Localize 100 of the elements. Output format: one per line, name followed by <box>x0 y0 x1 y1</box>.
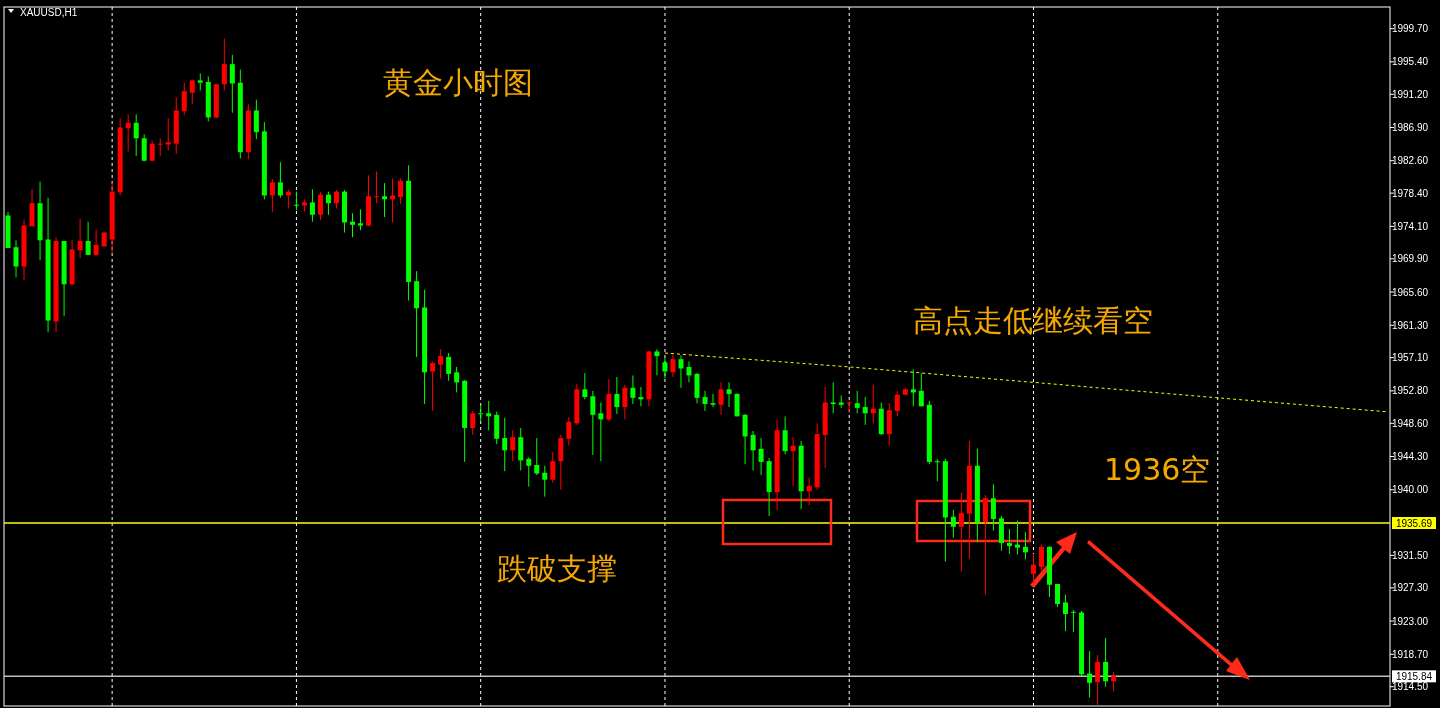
candlestick <box>229 54 235 114</box>
ref-line-label: 1935.69 <box>1395 517 1433 529</box>
candlestick <box>582 372 588 400</box>
candlestick <box>141 133 147 162</box>
candlestick <box>293 191 299 211</box>
candlestick <box>181 82 187 116</box>
candlestick <box>1103 637 1109 688</box>
candlestick <box>622 384 628 420</box>
candlestick <box>13 239 19 278</box>
candlestick <box>934 458 940 482</box>
candlestick <box>550 451 556 484</box>
candlestick <box>382 182 388 218</box>
candlestick <box>750 430 756 471</box>
y-tick-label: 1927.30 <box>1391 582 1429 594</box>
candlestick <box>854 390 860 414</box>
candlestick <box>566 416 572 447</box>
candlestick <box>1071 609 1077 633</box>
candlestick <box>830 381 836 414</box>
candlestick <box>510 429 516 462</box>
candlestick <box>694 372 700 404</box>
y-tick-label: 1940.00 <box>1391 484 1429 496</box>
candlestick <box>806 476 812 506</box>
candlestick <box>662 357 668 380</box>
candlestick <box>758 437 764 476</box>
candlestick <box>534 437 540 476</box>
candlestick <box>470 410 476 436</box>
candlestick <box>958 492 964 573</box>
candlestick <box>93 228 99 257</box>
candlestick <box>325 191 331 216</box>
y-tick-label: 1923.00 <box>1391 615 1429 627</box>
candlestick <box>454 366 460 393</box>
candlestick <box>374 171 380 204</box>
candlestick <box>1006 528 1012 555</box>
candlestick <box>910 368 916 407</box>
y-tick-label: 1957.10 <box>1391 352 1429 364</box>
candlestick <box>221 38 227 91</box>
candlestick <box>269 178 275 213</box>
candlestick <box>654 348 660 376</box>
y-tick-label: 1978.40 <box>1391 187 1429 199</box>
y-tick-label: 1969.90 <box>1391 253 1429 265</box>
annotation: 高点走低继续看空 <box>913 303 1153 338</box>
candlestick <box>189 79 195 105</box>
candlestick <box>1087 650 1093 698</box>
candlestick <box>1039 544 1044 572</box>
y-tick-label: 1982.60 <box>1391 155 1429 167</box>
candlestick <box>438 348 444 380</box>
annotation: 跌破支撑 <box>497 551 617 586</box>
candlestick <box>1063 594 1069 632</box>
candlestick <box>486 400 492 431</box>
y-tick-label: 1948.60 <box>1391 417 1429 429</box>
candlestick <box>478 404 484 423</box>
candlestick <box>85 221 91 256</box>
candlestick <box>918 372 924 407</box>
candlestick <box>790 436 796 487</box>
y-tick-label: 1944.30 <box>1391 451 1429 463</box>
candlestick <box>494 411 500 445</box>
candlestick <box>598 401 604 462</box>
candlestick <box>1022 531 1028 560</box>
candlestick <box>446 352 452 382</box>
candlestick <box>990 483 996 532</box>
candlestick <box>398 177 404 205</box>
line-series <box>664 352 1387 413</box>
candlestick <box>590 390 596 456</box>
y-tick-label: 1965.60 <box>1391 286 1429 298</box>
candlestick <box>157 137 163 157</box>
candlestick <box>782 415 788 455</box>
candlestick <box>1095 654 1101 706</box>
candlestick <box>277 161 283 199</box>
candlestick <box>253 99 259 140</box>
y-tick-label: 1986.90 <box>1391 121 1429 133</box>
candlestick <box>77 218 83 259</box>
y-tick-label: 1952.80 <box>1391 385 1429 397</box>
candlestick <box>630 374 636 405</box>
y-tick-label: 1918.70 <box>1391 648 1429 660</box>
candlestick <box>886 402 892 447</box>
y-tick-label: 1931.50 <box>1391 549 1429 561</box>
candlestick <box>614 376 620 415</box>
candlestick <box>518 427 524 471</box>
candlestick <box>558 434 564 491</box>
candlestick <box>702 390 708 412</box>
candlestick <box>1014 520 1020 556</box>
candlestick <box>862 396 868 426</box>
candlestick <box>894 390 900 417</box>
candlestick <box>542 465 548 498</box>
candlestick <box>678 354 684 389</box>
y-tick-label: 1914.50 <box>1391 681 1429 693</box>
candlestick <box>526 456 532 488</box>
ref-line-label: 1915.84 <box>1395 670 1433 682</box>
candlestick <box>718 381 724 416</box>
y-tick-label: 1999.70 <box>1391 23 1429 35</box>
candlestick <box>710 393 716 408</box>
annotation: 1936空 <box>1104 452 1211 487</box>
y-tick-label: 1961.30 <box>1391 319 1429 331</box>
candlestick <box>1030 553 1036 584</box>
candlestick <box>350 212 355 238</box>
candlestick <box>390 177 396 223</box>
y-tick-label: 1991.20 <box>1391 88 1429 100</box>
candlestick <box>309 188 315 223</box>
chart-title: XAUUSD,H1 <box>20 7 78 18</box>
candlestick <box>670 354 676 378</box>
